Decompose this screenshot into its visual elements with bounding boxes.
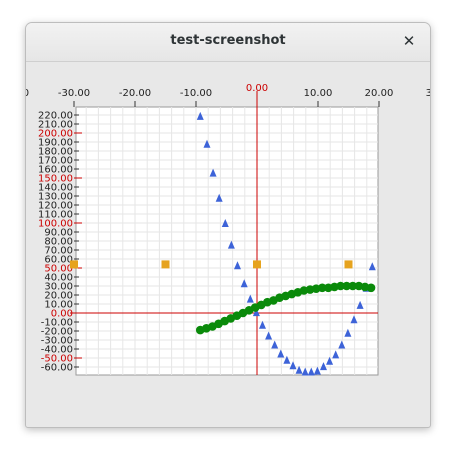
data-point-square	[253, 260, 261, 269]
x-tick-label: 10.00	[304, 88, 333, 99]
y-tick-label: 30.00	[44, 282, 73, 293]
window-title: test-screenshot	[170, 33, 286, 48]
title-bar[interactable]: test-screenshot ✕	[26, 23, 430, 62]
y-tick-label: -60.00	[41, 363, 73, 374]
data-point-square	[344, 260, 353, 269]
scatter-chart: -40.00-30.00-20.00-10.000.0010.0020.0030…	[26, 83, 430, 376]
y-tick-label: 210.00	[38, 120, 73, 131]
data-point-triangle	[240, 279, 248, 288]
y-tick-label: 20.00	[44, 291, 73, 302]
x-tick-label: -20.00	[119, 88, 151, 99]
axes	[70, 91, 378, 375]
data-point-circle	[342, 281, 351, 291]
data-point-square	[70, 260, 78, 269]
data-point-triangle	[203, 139, 211, 148]
data-point-circle	[366, 283, 376, 293]
data-point-triangle	[313, 366, 321, 375]
grid-lines	[76, 107, 378, 375]
data-point-square	[161, 260, 170, 269]
data-point-triangle	[319, 362, 327, 371]
y-tick-label: 170.00	[38, 156, 73, 167]
y-tick-label: 70.00	[44, 246, 73, 257]
y-tick-label: 160.00	[38, 165, 73, 176]
y-tick-label: 140.00	[38, 183, 73, 194]
y-tick-label: 0.00	[51, 309, 73, 320]
data-point-circle	[348, 281, 358, 291]
data-point-triangle	[356, 300, 364, 309]
data-point-triangle	[277, 349, 285, 358]
data-point-triangle	[289, 361, 297, 370]
data-point-triangle	[271, 340, 279, 349]
data-point-triangle	[295, 365, 303, 374]
data-point-triangle	[283, 355, 291, 364]
app-window: test-screenshot ✕ -40.00-30.00-20.00-10.…	[25, 22, 431, 428]
y-tick-label: 90.00	[44, 228, 73, 239]
x-tick-label: 30.00	[426, 88, 430, 99]
data-point-triangle	[307, 367, 315, 376]
data-point-triangle	[215, 193, 223, 202]
y-tick-label: 80.00	[44, 237, 73, 248]
data-point-triangle	[258, 320, 266, 329]
data-point-triangle	[344, 328, 352, 337]
y-tick-label: 110.00	[38, 210, 73, 221]
y-tick-label: -50.00	[41, 354, 73, 365]
x-axis-ticks: -40.00 -30.00 -20.00 -10.00 0.00 10.00 20.00 30…	[26, 83, 430, 107]
data-point-triangle	[332, 350, 340, 359]
x-tick-label: -30.00	[58, 88, 90, 99]
x-tick-label: 20.00	[365, 88, 394, 99]
data-point-triangle	[338, 340, 346, 349]
data-point-triangle	[252, 308, 260, 317]
y-tick-label: -40.00	[41, 345, 73, 356]
y-tick-label: 190.00	[38, 138, 73, 149]
data-point-circle	[336, 281, 345, 291]
y-tick-label: 40.00	[44, 273, 73, 284]
data-point-triangle	[350, 315, 358, 324]
y-tick-label: 150.00	[38, 174, 73, 185]
data-point-triangle	[246, 294, 254, 303]
y-tick-label: 200.00	[38, 129, 73, 140]
data-point-triangle	[233, 261, 241, 270]
x-tick-label: 0.00	[246, 83, 268, 94]
y-tick-label: -10.00	[41, 318, 73, 329]
y-tick-label: 50.00	[44, 264, 73, 275]
data-point-triangle	[196, 111, 204, 120]
y-tick-label: -30.00	[41, 336, 73, 347]
data-marks	[70, 111, 376, 376]
data-point-triangle	[209, 168, 217, 177]
y-tick-label: 220.00	[38, 111, 73, 122]
y-tick-label: 10.00	[44, 300, 73, 311]
x-tick-label: -40.00	[26, 88, 29, 99]
data-point-triangle	[265, 331, 273, 340]
data-point-circle	[317, 283, 327, 293]
data-point-triangle	[227, 240, 235, 249]
y-tick-label: 130.00	[38, 192, 73, 203]
close-icon[interactable]: ✕	[402, 32, 416, 50]
y-tick-label: -20.00	[41, 327, 73, 338]
y-tick-label: 100.00	[38, 219, 73, 230]
y-tick-label: 60.00	[44, 255, 73, 266]
data-point-triangle	[221, 219, 229, 227]
data-point-triangle	[368, 262, 376, 271]
x-tick-label: -10.00	[180, 88, 212, 99]
y-tick-label: 120.00	[38, 201, 73, 212]
data-point-triangle	[326, 356, 334, 365]
y-tick-label: 180.00	[38, 147, 73, 158]
y-axis-ticks: 220.00210.00200.00190.00180.00170.00160.…	[38, 111, 82, 374]
data-point-triangle	[301, 367, 309, 376]
